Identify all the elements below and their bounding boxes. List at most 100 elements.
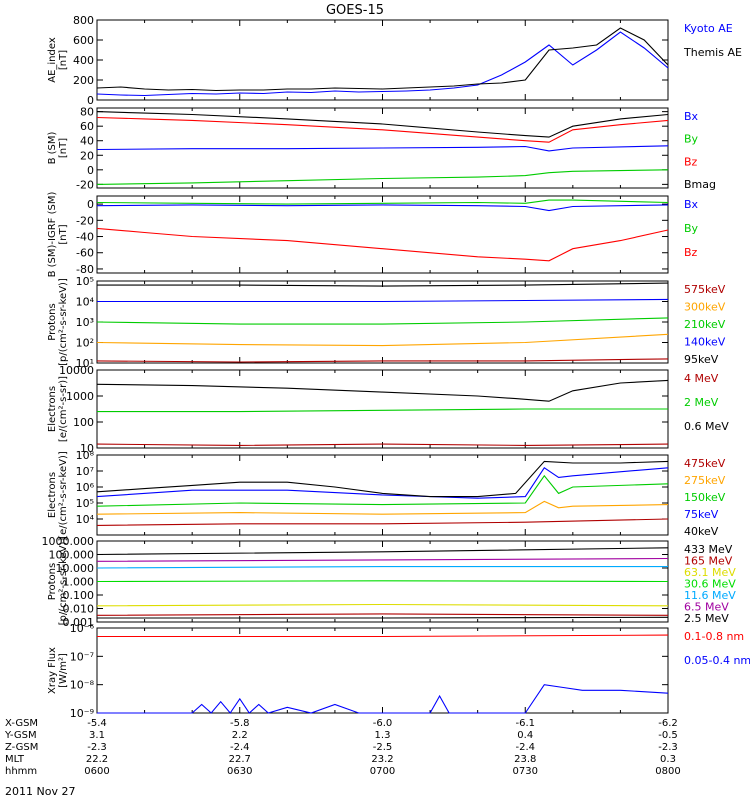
ephemeris-value: -5.8 bbox=[230, 718, 250, 729]
ephemeris-value: 3.1 bbox=[89, 730, 105, 741]
y-axis-label: Electrons bbox=[47, 386, 58, 432]
series-line bbox=[96, 566, 668, 569]
legend-entry: 30.6 MeV bbox=[684, 578, 736, 591]
ephemeris-value: 0800 bbox=[655, 766, 680, 777]
ephemeris-row-label: X-GSM bbox=[5, 718, 38, 729]
panel-frame bbox=[96, 19, 669, 101]
y-tick-label: 0 bbox=[87, 198, 94, 211]
series-line bbox=[96, 169, 669, 185]
y-axis-label: [e/(cm²-s-sr-keV)] bbox=[58, 451, 69, 539]
y-tick-label: 10⁴ bbox=[76, 296, 95, 309]
series-line bbox=[96, 111, 669, 138]
legend-entry: 2.5 MeV bbox=[684, 612, 729, 625]
legend-entry: 433 MeV bbox=[684, 543, 733, 556]
y-tick-label: 0 bbox=[87, 164, 94, 177]
ephemeris-value: -2.4 bbox=[230, 742, 250, 753]
panel-3: 10¹ 10² 10³ 10⁴ 10⁵ Protons [p/(cm²-s-sr-keV)]… bbox=[47, 275, 726, 370]
y-axis-label: B (SM) bbox=[47, 131, 58, 164]
date-label: 2011 Nov 27 bbox=[5, 785, 75, 798]
ephemeris-value: -2.3 bbox=[87, 742, 107, 753]
ephemeris-value: -6.2 bbox=[658, 718, 678, 729]
ephemeris-row-label: MLT bbox=[5, 754, 25, 765]
ephemeris-value: -2.3 bbox=[658, 742, 678, 753]
ephemeris-value: 23.2 bbox=[371, 754, 393, 765]
y-tick-label: 200 bbox=[73, 74, 94, 87]
legend-entry: Bz bbox=[684, 155, 698, 168]
legend-entry: 210keV bbox=[684, 318, 726, 331]
ephemeris-value: -2.5 bbox=[373, 742, 393, 753]
series-line bbox=[96, 603, 669, 607]
y-tick-label: 0.001 bbox=[63, 616, 95, 629]
y-tick-label: 10⁵ bbox=[76, 497, 94, 510]
legend-entry: 150keV bbox=[684, 491, 726, 504]
y-tick-label: 800 bbox=[73, 14, 94, 27]
ephemeris-value: 0.4 bbox=[517, 730, 533, 741]
legend-entry: 275keV bbox=[684, 474, 726, 487]
legend-entry: Kyoto AE bbox=[684, 22, 733, 35]
legend-entry: 6.5 MeV bbox=[684, 601, 729, 614]
series-line bbox=[96, 557, 669, 562]
ephemeris-value: 2.2 bbox=[232, 730, 248, 741]
panel-0: 0 200 400 600 800 AE_index [nT] Kyoto AE Themis … bbox=[47, 14, 742, 107]
y-tick-label: 10⁴ bbox=[76, 513, 95, 526]
series-line bbox=[96, 358, 669, 363]
y-axis-label: [p/(cm²-s-sr-keV)] bbox=[58, 278, 69, 366]
legend-entry: Bx bbox=[684, 110, 699, 123]
ephemeris-value: 22.7 bbox=[229, 754, 251, 765]
y-tick-label: 20 bbox=[80, 149, 94, 162]
panel-5: 10⁴ 10⁵ 10⁶ 10⁷ 10⁸ Electrons [e/(cm²-s-sr-keV… bbox=[47, 449, 726, 539]
y-axis-label: [nT] bbox=[58, 224, 69, 244]
legend-entry: Bx bbox=[684, 198, 699, 211]
legend-entry: Bmag bbox=[684, 178, 716, 191]
legend-entry: By bbox=[684, 133, 699, 146]
legend-entry: 63.1 MeV bbox=[684, 566, 736, 579]
series-line bbox=[97, 298, 669, 303]
legend-entry: 165 MeV bbox=[684, 555, 733, 568]
series-line bbox=[97, 616, 669, 619]
y-tick-label: 60 bbox=[80, 120, 94, 133]
panel-7: 10⁻⁹ 10⁻⁸ 10⁻⁷ 10⁻⁶ Xray Flux [W/m²] 0.1-0.8 n… bbox=[47, 622, 750, 720]
y-tick-label: 10² bbox=[76, 337, 94, 350]
ephemeris-value: -0.5 bbox=[658, 730, 678, 741]
series-line bbox=[96, 27, 669, 92]
series-line bbox=[96, 500, 669, 515]
y-tick-label: 400 bbox=[73, 54, 94, 67]
y-axis-label: [e/(cm²-s-sr)] bbox=[58, 376, 69, 442]
series-line bbox=[96, 317, 669, 325]
y-tick-label: 10⁵ bbox=[76, 275, 94, 288]
ephemeris-value: 1.3 bbox=[375, 730, 391, 741]
series-line bbox=[96, 199, 669, 205]
y-tick-label: -20 bbox=[76, 214, 94, 227]
ephemeris-value: 0700 bbox=[370, 766, 395, 777]
legend-entry: 475keV bbox=[684, 457, 726, 470]
y-tick-label: 10⁻⁶ bbox=[70, 622, 95, 635]
series-line bbox=[96, 379, 669, 402]
y-tick-label: 1000.000 bbox=[42, 535, 95, 548]
legend-entry: 575keV bbox=[684, 283, 726, 296]
series-line bbox=[96, 204, 669, 212]
ephemeris-value: -6.0 bbox=[373, 718, 393, 729]
series-line bbox=[97, 408, 668, 413]
panel-6: 0.0010.0100.1001.00010.000100.0001000.00… bbox=[42, 535, 737, 629]
series-line bbox=[97, 684, 669, 714]
ephemeris-row-label: Y-GSM bbox=[4, 730, 37, 741]
legend-entry: 140keV bbox=[684, 336, 726, 349]
legend-entry: 300keV bbox=[684, 301, 726, 314]
panel-frame bbox=[96, 627, 669, 714]
y-tick-label: 10⁻⁸ bbox=[70, 679, 95, 692]
y-tick-label: -80 bbox=[76, 263, 94, 276]
series-line bbox=[96, 613, 669, 616]
y-tick-label: -20 bbox=[76, 178, 94, 191]
y-tick-label: 10⁻⁹ bbox=[70, 707, 94, 720]
legend-entry: 75keV bbox=[684, 508, 719, 521]
panel-frame bbox=[96, 195, 669, 274]
y-tick-label: 100 bbox=[73, 416, 94, 429]
y-tick-label: 80 bbox=[80, 106, 94, 119]
legend-entry: 11.6 MeV bbox=[684, 589, 736, 602]
ephemeris-row-label: Z-GSM bbox=[5, 742, 38, 753]
ephemeris-value: 0.3 bbox=[660, 754, 676, 765]
legend-entry: 95keV bbox=[684, 353, 719, 366]
series-line bbox=[97, 634, 669, 638]
